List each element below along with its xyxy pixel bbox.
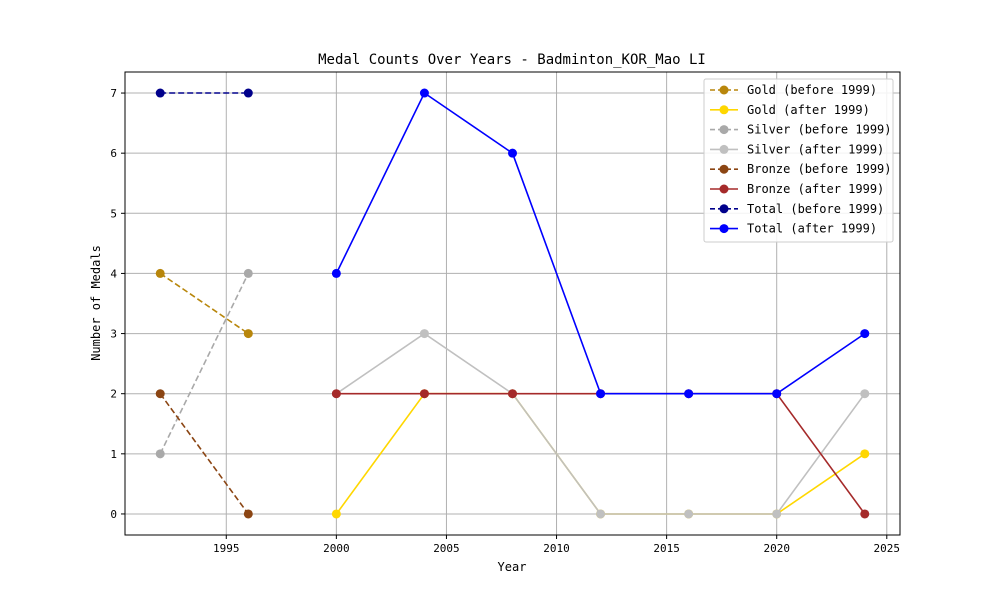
legend-marker	[719, 204, 729, 214]
data-point-silver-before-1999	[243, 268, 253, 278]
data-point-total-before-1999	[243, 88, 253, 98]
series-layer	[155, 88, 870, 519]
data-point-total-after-1999	[860, 329, 870, 339]
data-point-total-after-1999	[508, 148, 517, 158]
legend-label: Total (before 1999)	[747, 202, 884, 216]
data-point-bronze-after-1999	[419, 389, 429, 399]
legend-marker	[719, 144, 729, 154]
series-line-silver-before-1999	[159, 273, 250, 455]
data-point-bronze-before-1999	[243, 509, 253, 519]
data-point-total-after-1999	[419, 88, 429, 98]
legend-marker	[719, 184, 729, 194]
data-point-total-before-1999	[155, 88, 165, 98]
x-axis-label: Year	[498, 560, 527, 574]
x-tick-label: 2000	[323, 542, 350, 555]
y-tick-label: 1	[110, 448, 117, 461]
y-tick-label: 7	[110, 87, 117, 100]
x-tick-label: 2015	[653, 542, 680, 555]
y-tick-label: 3	[110, 328, 117, 341]
data-point-gold-after-1999	[860, 449, 870, 459]
y-tick-label: 0	[110, 508, 117, 521]
data-point-silver-after-1999	[419, 329, 429, 339]
data-point-bronze-after-1999	[331, 389, 341, 399]
data-point-bronze-after-1999	[508, 389, 517, 399]
data-point-total-after-1999	[772, 389, 782, 399]
x-tick-label: 2020	[763, 542, 790, 555]
y-tick-label: 2	[110, 388, 117, 401]
legend: Gold (before 1999) Gold (after 1999) Silve…	[703, 78, 894, 243]
data-point-silver-after-1999	[684, 509, 694, 519]
legend-box	[703, 78, 894, 243]
x-tick-label: 1995	[213, 542, 240, 555]
data-point-total-after-1999	[596, 389, 606, 399]
legend-label: Total (after 1999)	[747, 222, 877, 236]
series-line-bronze-before-1999	[159, 393, 249, 515]
legend-label: Bronze (after 1999)	[747, 182, 884, 196]
x-tick-label: 2005	[433, 542, 460, 555]
legend-marker	[719, 125, 729, 135]
ticks: 1995 2000 2005 2010 2015 2020 2025 0 1 2 3 4 5 6 7	[110, 87, 900, 555]
y-tick-label: 5	[110, 207, 117, 220]
chart-title: Medal Counts Over Years - Badminton_KOR_…	[318, 52, 706, 68]
legend-marker	[719, 105, 729, 115]
legend-marker	[719, 224, 729, 234]
data-point-silver-after-1999	[772, 509, 782, 519]
data-point-gold-after-1999	[331, 509, 341, 519]
data-point-bronze-before-1999	[155, 389, 165, 399]
data-point-total-after-1999	[684, 389, 694, 399]
y-axis-label: Number of Medals	[89, 245, 103, 361]
plot-frame	[124, 71, 901, 536]
series-line-gold-before-1999	[159, 272, 249, 335]
y-tick-label: 4	[110, 267, 117, 280]
legend-label: Gold (before 1999)	[747, 83, 877, 97]
y-tick-label: 6	[110, 147, 117, 160]
legend-marker	[719, 164, 729, 174]
legend-label: Silver (before 1999)	[747, 123, 892, 137]
series-line-silver-after-1999	[335, 332, 866, 515]
data-point-gold-before-1999	[155, 268, 165, 278]
data-point-gold-before-1999	[243, 329, 253, 339]
legend-label: Gold (after 1999)	[747, 103, 870, 117]
legend-label: Bronze (before 1999)	[747, 162, 892, 176]
legend-label: Silver (after 1999)	[747, 142, 884, 156]
data-point-total-after-1999	[331, 268, 341, 278]
data-point-bronze-after-1999	[860, 509, 870, 519]
x-tick-label: 2010	[543, 542, 570, 555]
x-tick-label: 2025	[874, 542, 901, 555]
legend-marker	[719, 85, 729, 95]
data-point-silver-after-1999	[860, 389, 870, 399]
data-point-silver-after-1999	[596, 509, 606, 519]
data-point-silver-before-1999	[155, 449, 165, 459]
